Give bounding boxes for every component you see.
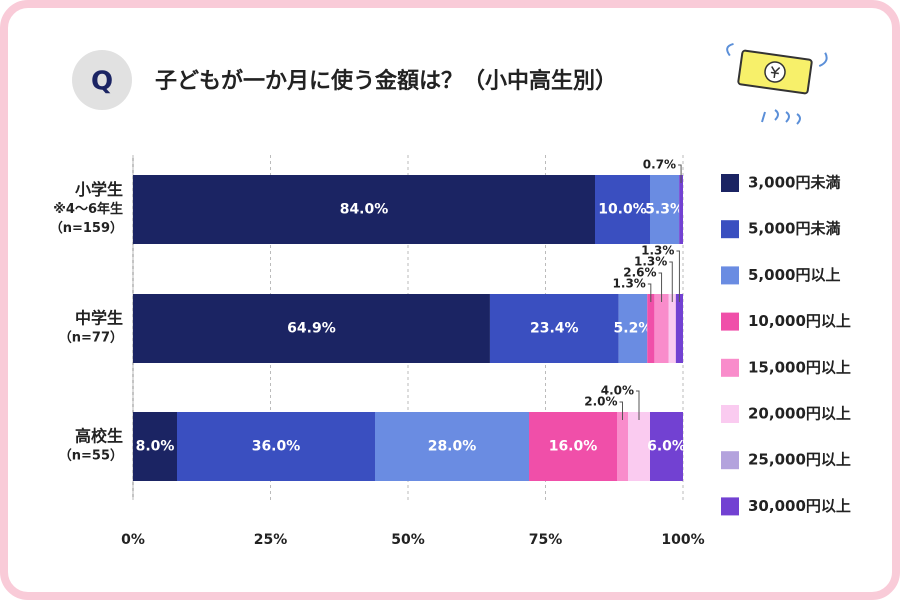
category-label: （n=159） [50, 220, 123, 236]
x-tick-label: 100% [661, 532, 704, 548]
legend-swatch [721, 451, 739, 470]
callout-line [669, 261, 673, 302]
bar-segment [668, 294, 676, 363]
category-label: （n=55） [59, 448, 123, 464]
x-tick-label: 50% [391, 532, 425, 548]
value-label: 0.7% [643, 158, 676, 172]
legend-label: 10,000円以上 [748, 312, 851, 330]
x-tick-label: 0% [121, 532, 145, 548]
bar-segment [675, 294, 683, 363]
value-label: 1.3% [613, 277, 646, 291]
bar-segment [177, 412, 375, 481]
legend-label: 15,000円以上 [748, 358, 851, 376]
legend-swatch [721, 266, 739, 285]
value-label: 2.0% [584, 395, 617, 409]
value-label: 64.9% [287, 321, 336, 337]
bar-segment [650, 412, 683, 481]
bar-segment [617, 412, 628, 481]
value-label: 16.0% [549, 439, 598, 455]
legend-label: 3,000円未満 [748, 174, 840, 192]
bar-segment [133, 294, 490, 363]
category-label: ※4〜6年生 [53, 201, 123, 217]
legend-swatch [721, 497, 739, 516]
value-label: 28.0% [428, 439, 477, 455]
value-label: 84.0% [340, 202, 389, 218]
value-label: 10.0% [598, 202, 647, 218]
legend-swatch [721, 312, 739, 331]
bar-segment [618, 294, 648, 363]
legend-label: 25,000円以上 [748, 451, 851, 469]
category-label: 高校生 [75, 427, 123, 446]
money-illustration [726, 42, 828, 95]
legend-label: 30,000円以上 [748, 497, 851, 515]
legend-label: 5,000円以上 [748, 266, 840, 284]
value-label: 1.3% [634, 255, 667, 269]
value-label: 1.3% [641, 244, 674, 258]
chart-title: 子どもが一か月に使う金額は？（小中高生別） [155, 68, 617, 94]
legend-swatch [721, 358, 739, 377]
legend-swatch [721, 174, 739, 192]
bar-segment [650, 175, 680, 244]
category-label: 中学生 [75, 309, 123, 328]
callout-line [658, 272, 663, 302]
bar-segment [133, 175, 595, 244]
callout-line [676, 250, 680, 302]
motion-lines [761, 109, 801, 125]
bar-segment [628, 412, 650, 481]
x-tick-label: 25% [254, 532, 288, 548]
x-tick-label: 75% [529, 532, 563, 548]
value-label: 4.0% [601, 384, 634, 398]
callout-line [678, 164, 682, 183]
legend-label: 20,000円以上 [748, 405, 851, 423]
value-label: 5.2% [614, 321, 653, 337]
bar-segment [489, 294, 619, 363]
value-label: 6.0% [647, 439, 686, 455]
badge-label: Q [91, 67, 113, 97]
legend-swatch [721, 220, 739, 239]
bar-segment [375, 412, 529, 481]
value-label: 8.0% [136, 439, 175, 455]
callout-line [647, 283, 652, 302]
bar-segment [529, 412, 617, 481]
callout-line [636, 390, 640, 420]
bar-segment [647, 294, 655, 363]
bar-segment [679, 175, 683, 244]
value-label: 36.0% [252, 439, 301, 455]
bar-segment [595, 175, 650, 244]
callout-line [619, 401, 623, 420]
bar-segment [133, 412, 177, 481]
badge-circle [72, 50, 132, 110]
category-label: （n=77） [59, 330, 123, 346]
legend-swatch [721, 405, 739, 423]
value-label: 2.6% [623, 266, 656, 280]
value-label: 5.3% [645, 202, 684, 218]
bar-segment [654, 294, 669, 363]
value-label: 23.4% [530, 321, 579, 337]
category-label: 小学生 [75, 180, 123, 199]
legend-label: 5,000円未満 [748, 220, 840, 238]
